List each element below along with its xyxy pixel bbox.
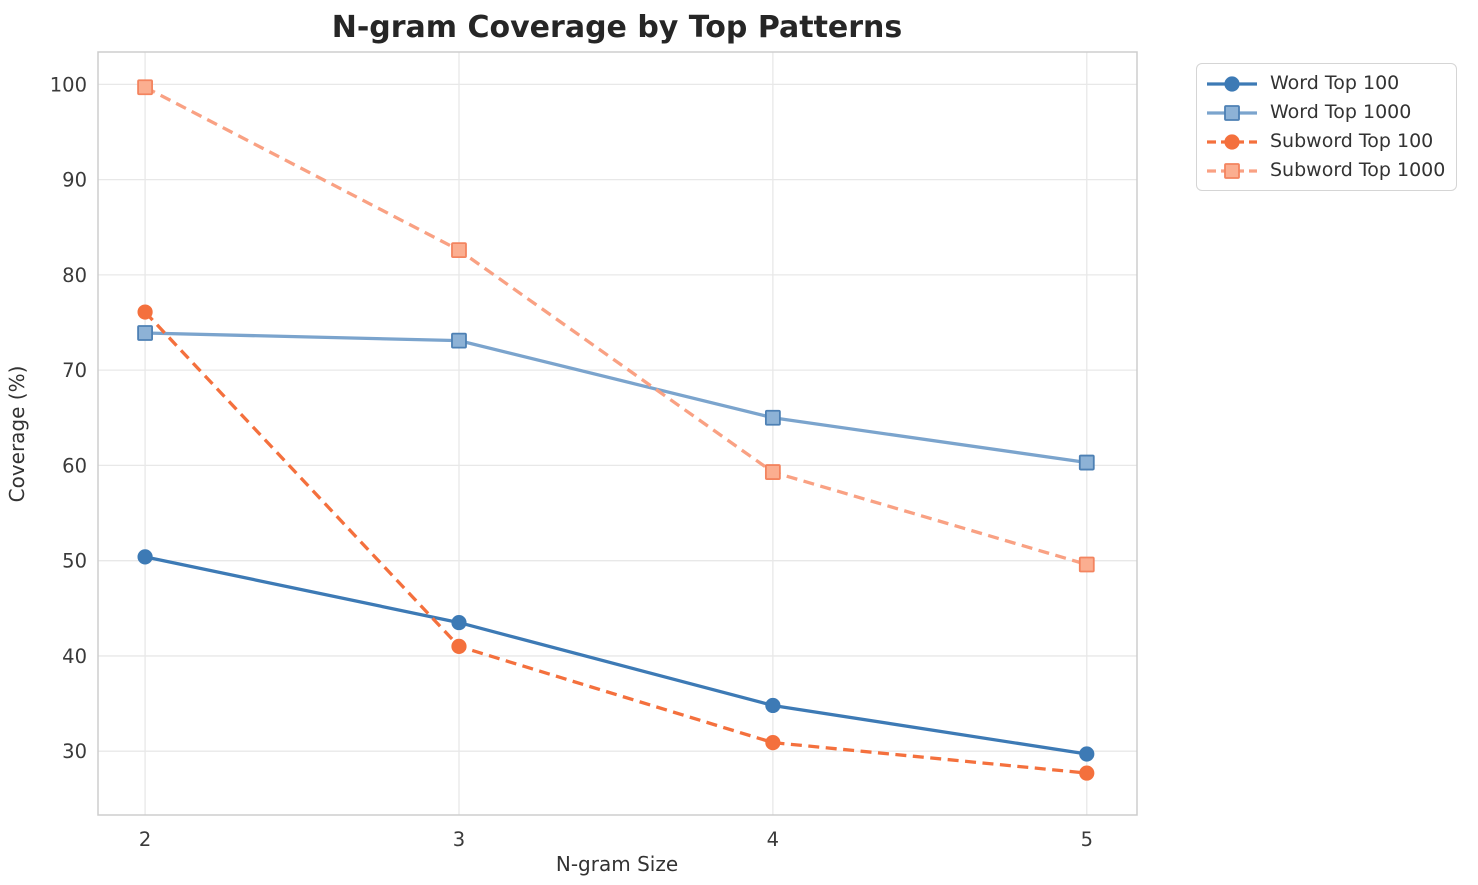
data-point-marker-subword-top-100 [765, 735, 781, 751]
legend-label: Subword Top 1000 [1270, 159, 1446, 181]
legend-line-marker-sample [1207, 162, 1257, 179]
data-point-marker-word-top-100 [137, 549, 153, 565]
y-tick-label: 30 [62, 740, 87, 763]
data-point-marker-word-top-1000 [764, 409, 781, 426]
y-tick-label: 100 [50, 73, 87, 96]
x-axis-label: N-gram Size [556, 852, 678, 876]
legend: Word Top 100 Word Top 1000 Subword Top 1… [1196, 63, 1457, 191]
data-point-marker-subword-top-1000 [764, 464, 781, 480]
data-point-marker-subword-top-1000 [137, 79, 153, 96]
y-tick-label: 80 [62, 264, 87, 287]
data-point-marker-word-top-100 [451, 614, 467, 631]
legend-line-marker-sample [1207, 133, 1257, 150]
series-line-subword-top-1000 [144, 85, 1088, 567]
data-point-marker-word-top-1000 [1078, 454, 1095, 471]
series-line-subword-top-100 [143, 310, 1087, 775]
legend-marker [1224, 75, 1240, 92]
legend-line-marker-sample [1207, 75, 1257, 92]
legend-item-subword-top-100: Subword Top 100 [1205, 127, 1448, 156]
y-tick-label: 90 [62, 169, 87, 192]
legend-item-subword-top-1000: Subword Top 1000 [1205, 156, 1448, 185]
data-point-marker-subword-top-100 [451, 638, 467, 654]
legend-item-word-top-1000: Word Top 1000 [1205, 98, 1448, 127]
x-tick-label: 2 [139, 828, 151, 851]
legend-item-word-top-100: Word Top 100 [1205, 69, 1448, 98]
x-tick-label: 4 [767, 828, 779, 851]
y-tick-label: 60 [62, 454, 87, 477]
data-point-marker-word-top-1000 [137, 325, 153, 341]
data-point-marker-subword-top-100 [137, 304, 153, 320]
legend-marker [1224, 133, 1240, 150]
y-tick-label: 50 [62, 550, 87, 573]
grid-layer [98, 52, 1137, 815]
legend-label: Word Top 100 [1270, 72, 1400, 94]
legend-marker [1224, 162, 1240, 179]
y-tick-label: 70 [62, 359, 87, 382]
tick-layer: 2 3 4 5 100 90 80 70 60 50 40 30 [50, 73, 1093, 851]
legend-label: Word Top 1000 [1270, 101, 1412, 123]
axes-border [97, 51, 1138, 816]
data-point-marker-subword-top-1000 [451, 242, 467, 259]
series-line-word-top-100 [144, 555, 1088, 756]
data-point-marker-subword-top-1000 [1078, 556, 1095, 573]
data-point-marker-word-top-100 [765, 697, 781, 714]
x-tick-label: 3 [453, 828, 465, 851]
x-tick-label: 5 [1081, 828, 1093, 851]
legend-line-marker-sample [1207, 104, 1257, 121]
y-tick-label: 40 [62, 645, 87, 668]
data-point-marker-subword-top-100 [1079, 765, 1095, 781]
legend-marker [1224, 104, 1240, 121]
legend-label: Subword Top 100 [1270, 130, 1434, 152]
chart-title: N-gram Coverage by Top Patterns [332, 10, 903, 45]
series-layer [137, 79, 1095, 781]
y-axis-label: Coverage (%) [5, 366, 29, 503]
data-point-marker-word-top-100 [1079, 746, 1095, 762]
data-point-marker-word-top-1000 [451, 332, 467, 349]
series-line-word-top-1000 [145, 331, 1088, 465]
